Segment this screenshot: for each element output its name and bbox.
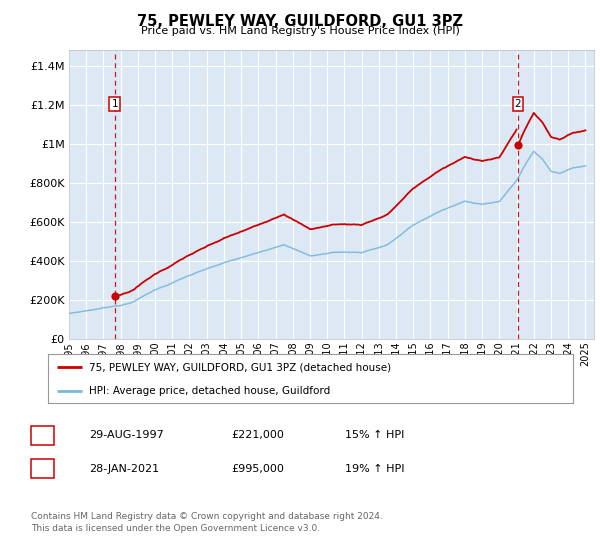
Text: Price paid vs. HM Land Registry's House Price Index (HPI): Price paid vs. HM Land Registry's House … [140, 26, 460, 36]
Text: 28-JAN-2021: 28-JAN-2021 [89, 464, 159, 474]
Text: 29-AUG-1997: 29-AUG-1997 [89, 430, 164, 440]
Text: 1: 1 [112, 99, 118, 109]
Text: £221,000: £221,000 [231, 430, 284, 440]
Text: £995,000: £995,000 [231, 464, 284, 474]
Text: HPI: Average price, detached house, Guildford: HPI: Average price, detached house, Guil… [89, 386, 330, 396]
Text: 19% ↑ HPI: 19% ↑ HPI [345, 464, 404, 474]
Text: 2: 2 [515, 99, 521, 109]
Text: Contains HM Land Registry data © Crown copyright and database right 2024.
This d: Contains HM Land Registry data © Crown c… [31, 512, 383, 533]
Text: 2: 2 [39, 464, 46, 474]
Text: 15% ↑ HPI: 15% ↑ HPI [345, 430, 404, 440]
Text: 75, PEWLEY WAY, GUILDFORD, GU1 3PZ: 75, PEWLEY WAY, GUILDFORD, GU1 3PZ [137, 14, 463, 29]
Text: 1: 1 [39, 430, 46, 440]
Point [110, 291, 119, 300]
Text: 75, PEWLEY WAY, GUILDFORD, GU1 3PZ (detached house): 75, PEWLEY WAY, GUILDFORD, GU1 3PZ (deta… [89, 362, 391, 372]
Point [513, 141, 523, 150]
